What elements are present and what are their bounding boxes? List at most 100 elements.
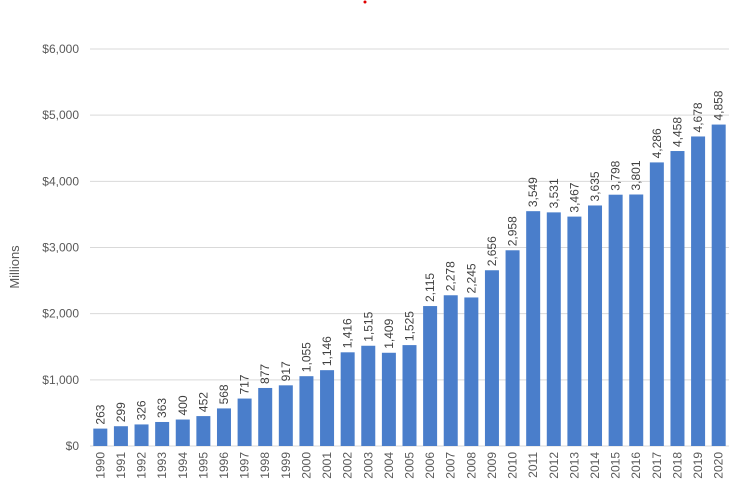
bar-2016 (629, 194, 644, 446)
data-label-1992: 326 (135, 400, 149, 420)
data-label-2010: 2,958 (506, 216, 520, 246)
data-label-2009: 2,656 (485, 236, 499, 266)
bar-2008 (464, 297, 479, 446)
x-category-label: 1991 (114, 452, 128, 479)
x-category-label: 1993 (155, 452, 169, 479)
data-label-2014: 3,635 (588, 171, 602, 201)
data-label-2016: 3,801 (629, 160, 643, 190)
bar-1994 (175, 419, 190, 446)
x-category-label: 1999 (279, 452, 293, 479)
data-label-2003: 1,515 (361, 311, 375, 341)
x-category-label: 1995 (196, 452, 210, 479)
y-tick-label: $6,000 (42, 42, 79, 56)
bar-2009 (484, 270, 499, 446)
bar-1992 (134, 424, 149, 446)
data-label-1997: 717 (238, 374, 252, 394)
x-category-label: 2012 (547, 452, 561, 479)
x-category-label: 1994 (176, 452, 190, 479)
x-category-label: 1996 (217, 452, 231, 479)
bar-2020 (711, 124, 726, 446)
data-label-1991: 299 (114, 402, 128, 422)
data-label-2011: 3,549 (526, 177, 540, 207)
data-label-2005: 1,525 (403, 311, 417, 341)
x-category-label: 2008 (464, 452, 478, 479)
x-category-label: 2002 (341, 452, 355, 479)
x-category-label: 2015 (609, 452, 623, 479)
data-label-1998: 877 (258, 364, 272, 384)
x-category-label: 2006 (423, 452, 437, 479)
bar-2006 (423, 306, 438, 446)
x-category-label: 2019 (691, 452, 705, 479)
bars (93, 124, 726, 446)
x-category-label: 2020 (712, 452, 726, 479)
x-category-label: 2003 (361, 452, 375, 479)
bar-1991 (113, 426, 128, 446)
y-tick-label: $4,000 (42, 174, 79, 188)
red-dot-mark (363, 0, 367, 4)
x-category-label: 2016 (629, 452, 643, 479)
bar-1998 (258, 387, 273, 446)
x-category-label: 2011 (526, 452, 540, 478)
x-category-label: 1998 (258, 452, 272, 479)
x-category-label: 2014 (588, 452, 602, 479)
data-label-2015: 3,798 (609, 160, 623, 190)
bar-2019 (691, 136, 706, 446)
x-category-label: 2013 (567, 452, 581, 479)
y-tick-label: $5,000 (42, 108, 79, 122)
data-label-2018: 4,458 (670, 117, 684, 147)
data-label-1996: 568 (217, 384, 231, 404)
y-tick-label: $2,000 (42, 307, 79, 321)
data-label-1999: 917 (279, 361, 293, 381)
data-label-1993: 363 (155, 398, 169, 418)
bar-1995 (196, 416, 211, 446)
data-label-1994: 400 (176, 395, 190, 415)
x-category-label: 2018 (670, 452, 684, 479)
bar-2011 (526, 211, 541, 446)
bar-2005 (402, 345, 417, 446)
bar-1996 (216, 408, 231, 446)
bar-1990 (93, 428, 108, 446)
bar-2000 (299, 376, 314, 446)
bar-2015 (608, 194, 623, 446)
gridlines (90, 48, 729, 447)
bar-2004 (381, 352, 396, 446)
x-category-label: 1992 (135, 452, 149, 479)
data-label-2008: 2,245 (464, 263, 478, 293)
bar-1999 (278, 385, 293, 446)
data-label-2017: 4,286 (650, 128, 664, 158)
bar-2003 (361, 345, 376, 446)
bar-2013 (567, 216, 582, 446)
data-label-2020: 4,858 (712, 90, 726, 120)
y-tick-label: $0 (66, 439, 80, 453)
x-category-label: 1997 (238, 452, 252, 479)
data-label-2012: 3,531 (547, 178, 561, 208)
y-axis-ticks: $0 $1,000 $2,000 $3,000 $4,000 $5,000 $6,000 (42, 42, 79, 453)
x-category-label: 2010 (506, 452, 520, 479)
bar-2018 (670, 151, 685, 446)
x-category-label: 1990 (93, 452, 107, 479)
data-label-2013: 3,467 (567, 182, 581, 212)
x-axis-categories: 1990 1991 1992 1993 1994 1995 1996 1997 1998 1999… (93, 452, 725, 479)
bar-2001 (320, 370, 335, 446)
data-label-2019: 4,678 (691, 102, 705, 132)
bar-1997 (237, 398, 252, 446)
data-label-2001: 1,146 (320, 336, 334, 366)
data-label-1995: 452 (196, 392, 210, 412)
data-label-2007: 2,278 (444, 261, 458, 291)
y-tick-label: $1,000 (42, 373, 79, 387)
data-label-2000: 1,055 (299, 342, 313, 372)
bar-2002 (340, 352, 355, 446)
x-category-label: 2007 (444, 452, 458, 479)
x-category-label: 2000 (299, 452, 313, 479)
y-tick-label: $3,000 (42, 241, 79, 255)
x-category-label: 2004 (382, 452, 396, 479)
x-category-label: 2001 (320, 452, 334, 479)
y-axis-title: Millions (7, 245, 22, 289)
bar-2010 (505, 250, 520, 446)
bar-2007 (443, 295, 458, 446)
data-label-2002: 1,416 (341, 318, 355, 348)
bar-1993 (155, 421, 170, 446)
data-label-1990: 263 (93, 404, 107, 424)
